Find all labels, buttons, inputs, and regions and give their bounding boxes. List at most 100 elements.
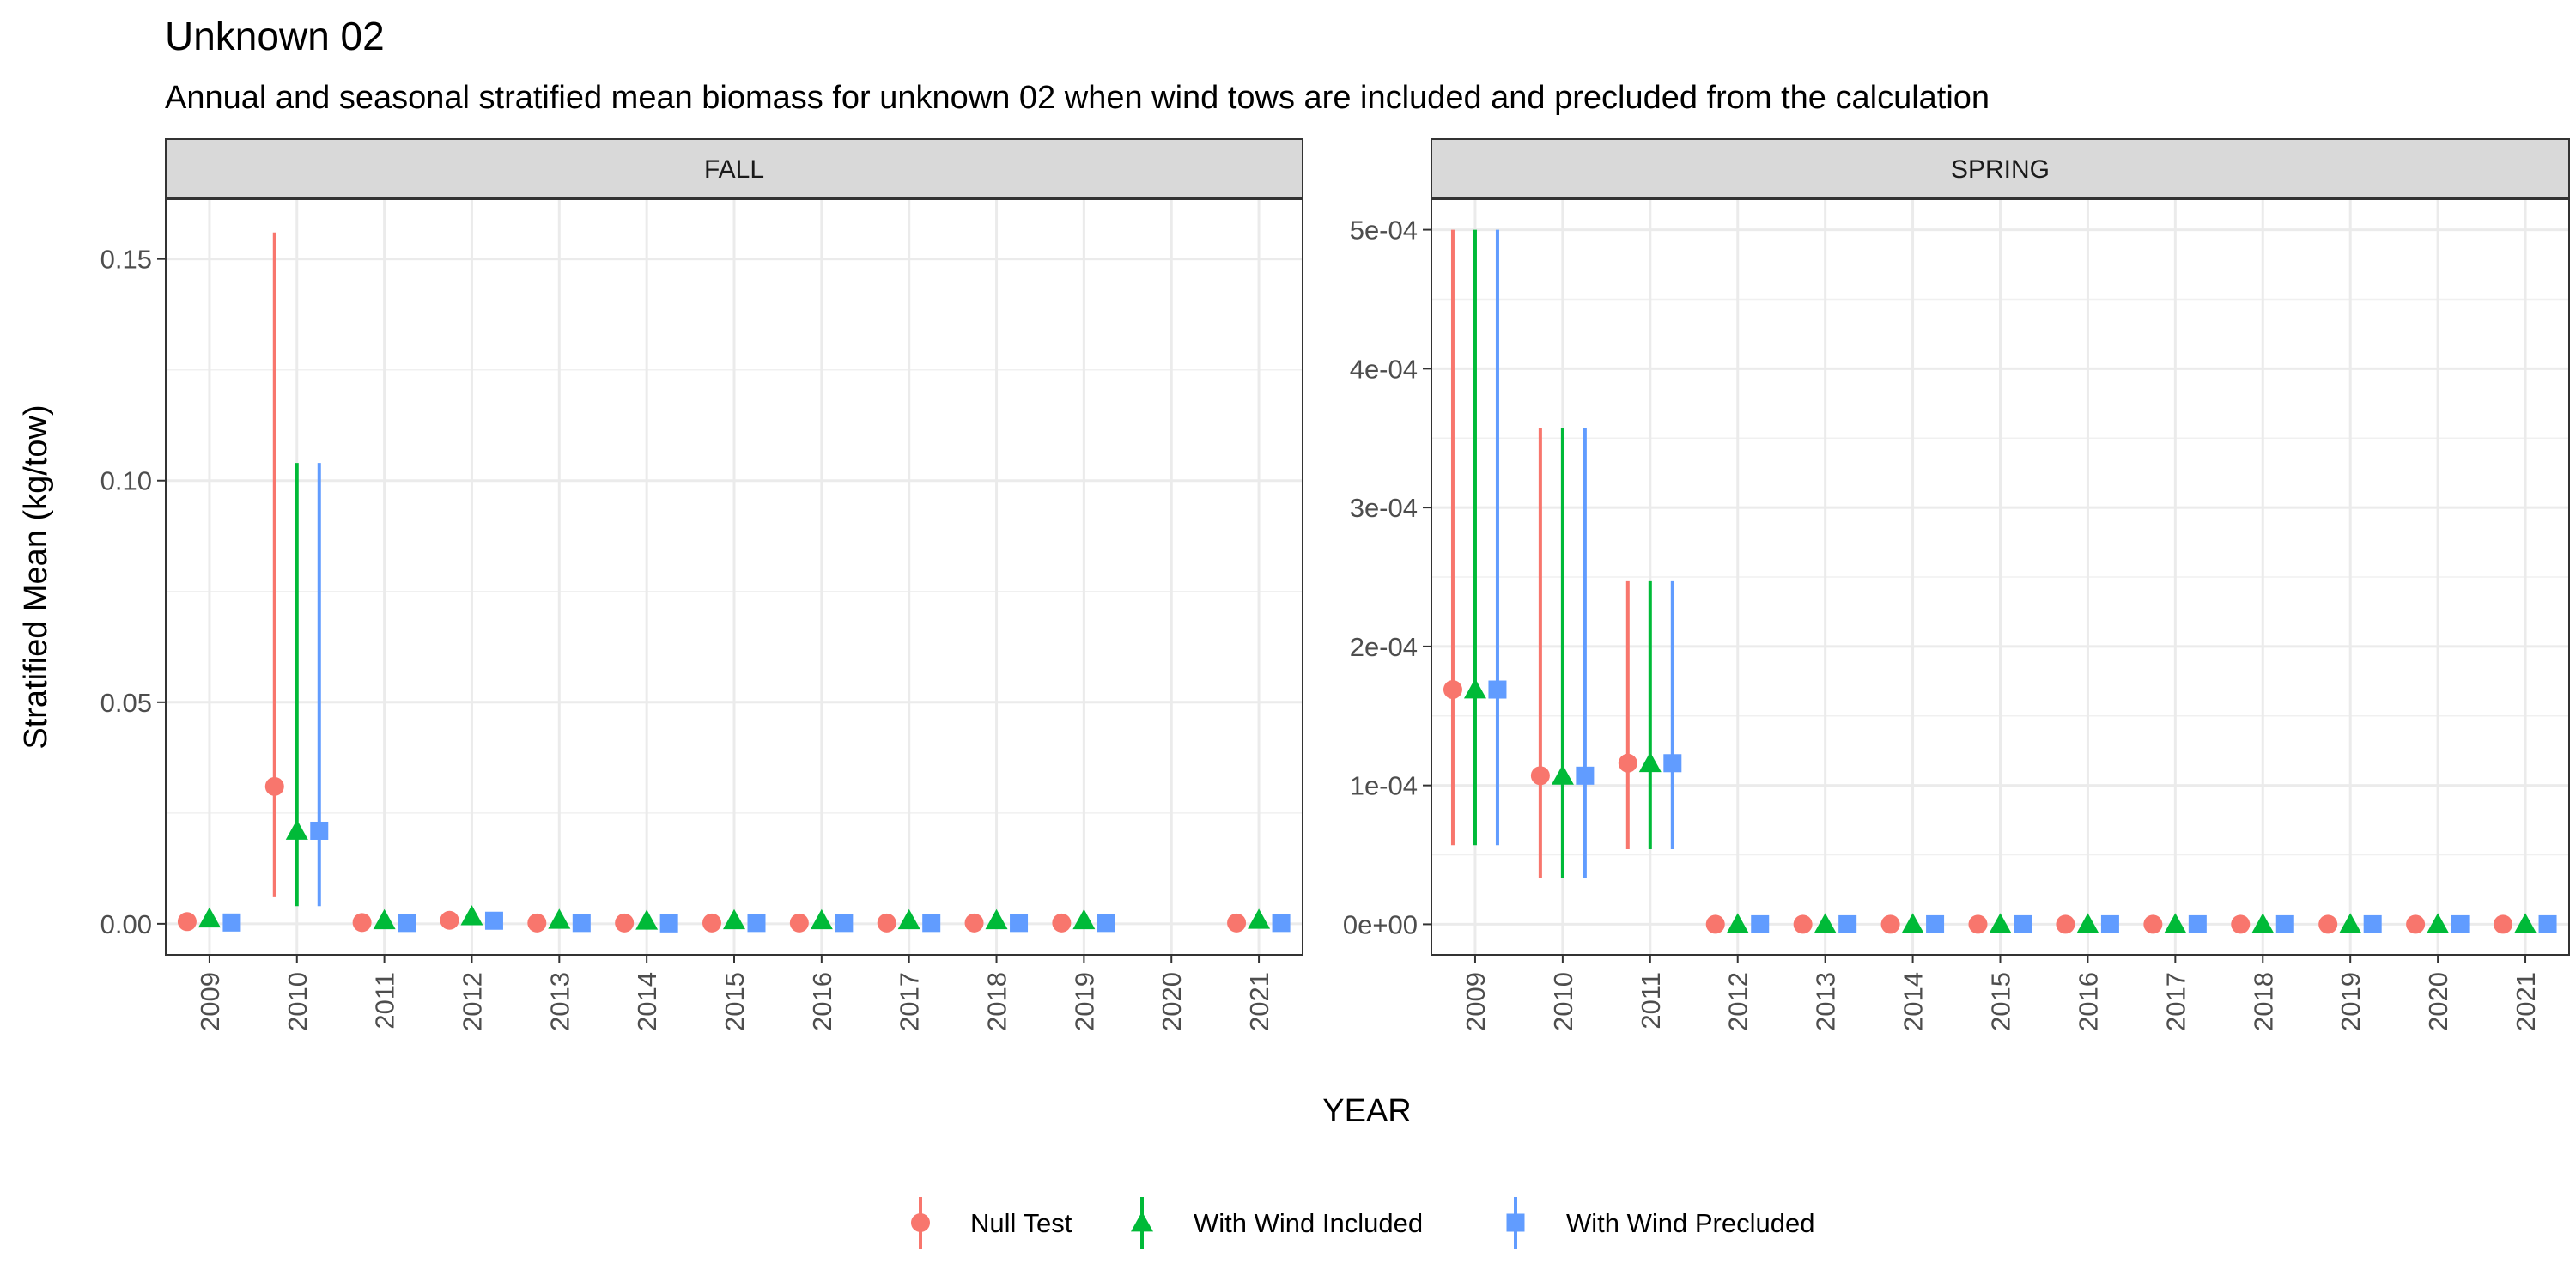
- panel-border: [165, 198, 1303, 956]
- data-point: [1530, 766, 1550, 786]
- data-point: [659, 914, 678, 933]
- data-point: [1726, 913, 1749, 933]
- data-point: [2251, 913, 2275, 933]
- legend-label: Null Test: [970, 1208, 1072, 1238]
- data-point: [2363, 914, 2382, 933]
- x-tick-label: 2016: [2073, 972, 2103, 1031]
- x-tick-label: 2014: [632, 972, 662, 1031]
- x-tick-label: 2017: [895, 972, 925, 1031]
- data-point: [1072, 908, 1096, 930]
- data-point: [2231, 914, 2251, 934]
- y-tick-label: 0.10: [100, 466, 152, 496]
- series-with-wind-included: [1463, 229, 2537, 933]
- data-point: [1989, 913, 2012, 933]
- chart-subtitle: Annual and seasonal stratified mean biom…: [165, 80, 1990, 116]
- data-point: [789, 913, 809, 933]
- data-point: [1463, 678, 1486, 699]
- x-tick-label: 2013: [1811, 972, 1841, 1031]
- x-tick-label: 2013: [544, 972, 574, 1031]
- x-tick-label: 2011: [1636, 972, 1666, 1030]
- data-point: [177, 912, 197, 932]
- data-point: [985, 908, 1008, 930]
- x-tick-label: 2020: [2423, 972, 2453, 1031]
- data-point: [285, 819, 308, 840]
- data-point: [373, 908, 396, 930]
- data-point: [1880, 914, 1900, 934]
- legend-key-marker: [1131, 1212, 1153, 1232]
- legend-item-with-wind-precluded: With Wind Precluded: [1506, 1197, 1814, 1249]
- data-point: [222, 913, 241, 932]
- legend: Null Test With Wind Included With Wind Pre…: [911, 1197, 1814, 1249]
- x-tick-label: 2012: [457, 972, 487, 1031]
- legend-key-marker: [911, 1213, 930, 1232]
- data-point: [810, 908, 833, 930]
- data-point: [1638, 751, 1662, 773]
- data-point: [747, 914, 766, 933]
- y-tick-label: 0.15: [100, 245, 152, 275]
- x-tick-label: 2020: [1157, 972, 1187, 1031]
- y-tick-label: 5e-04: [1350, 216, 1418, 246]
- panel-spring: SPRING 0e+00 1e-04 2e-04 3e-04 4e-04 5e-04 2009…: [1343, 138, 2570, 1031]
- data-point: [1010, 914, 1029, 933]
- data-point: [897, 908, 920, 930]
- data-point: [1838, 914, 1857, 933]
- data-point: [1272, 914, 1291, 933]
- data-point: [2318, 914, 2338, 934]
- series-with-wind-precluded: [1488, 229, 2557, 933]
- data-point: [2339, 913, 2362, 933]
- data-point: [398, 914, 416, 933]
- series-with-wind-included: [197, 463, 1271, 930]
- data-point: [460, 905, 483, 926]
- data-point: [1248, 908, 1271, 929]
- x-tick-label: 2014: [1899, 972, 1929, 1031]
- x-axis-label: YEAR: [1322, 1093, 1411, 1129]
- data-point: [1751, 914, 1770, 933]
- legend-label: With Wind Precluded: [1566, 1208, 1814, 1238]
- data-point: [1488, 680, 1507, 699]
- series-null-test: [1443, 229, 2513, 934]
- data-point: [1097, 914, 1115, 933]
- data-point: [2076, 913, 2099, 933]
- panels: FALL 0.00 0.05 0.10 0.15 2009 2010 2011 2012 2013…: [100, 138, 2570, 1031]
- x-tick-label: 2018: [2248, 972, 2278, 1031]
- data-point: [1618, 753, 1637, 773]
- data-point: [2014, 914, 2032, 933]
- data-point: [548, 908, 571, 929]
- y-tick-label: 0e+00: [1343, 909, 1418, 939]
- x-tick-label: 2018: [982, 972, 1012, 1031]
- data-point: [310, 821, 329, 840]
- data-point: [1443, 680, 1462, 700]
- data-point: [2100, 914, 2119, 933]
- data-point: [835, 914, 854, 933]
- data-point: [1705, 914, 1725, 934]
- data-point: [1227, 913, 1247, 933]
- y-tick-label: 3e-04: [1350, 493, 1418, 523]
- data-point: [484, 911, 503, 930]
- x-tick-label: 2009: [195, 972, 225, 1031]
- x-tick-label: 2019: [1069, 972, 1099, 1031]
- y-tick-label: 1e-04: [1350, 771, 1418, 801]
- x-tick-label: 2010: [1548, 972, 1578, 1031]
- data-point: [2164, 913, 2187, 933]
- facet-label: FALL: [704, 155, 764, 184]
- y-tick-label: 2e-04: [1350, 632, 1418, 662]
- data-point: [2427, 913, 2450, 933]
- data-point: [702, 913, 721, 933]
- x-tick-label: 2016: [807, 972, 837, 1031]
- x-tick-label: 2017: [2160, 972, 2190, 1031]
- x-tick-label: 2011: [370, 972, 400, 1030]
- data-point: [723, 908, 745, 930]
- y-tick-label: 4e-04: [1350, 354, 1418, 384]
- data-point: [2406, 914, 2426, 934]
- data-point: [615, 913, 635, 933]
- data-point: [635, 909, 659, 930]
- x-tick-label: 2021: [2511, 972, 2541, 1031]
- x-tick-label: 2012: [1723, 972, 1753, 1031]
- x-tick-label: 2009: [1461, 972, 1491, 1031]
- panel-border: [1431, 198, 2570, 956]
- facet-strip: [165, 138, 1303, 198]
- data-point: [1814, 913, 1837, 933]
- data-point: [264, 776, 284, 796]
- data-point: [2188, 914, 2207, 933]
